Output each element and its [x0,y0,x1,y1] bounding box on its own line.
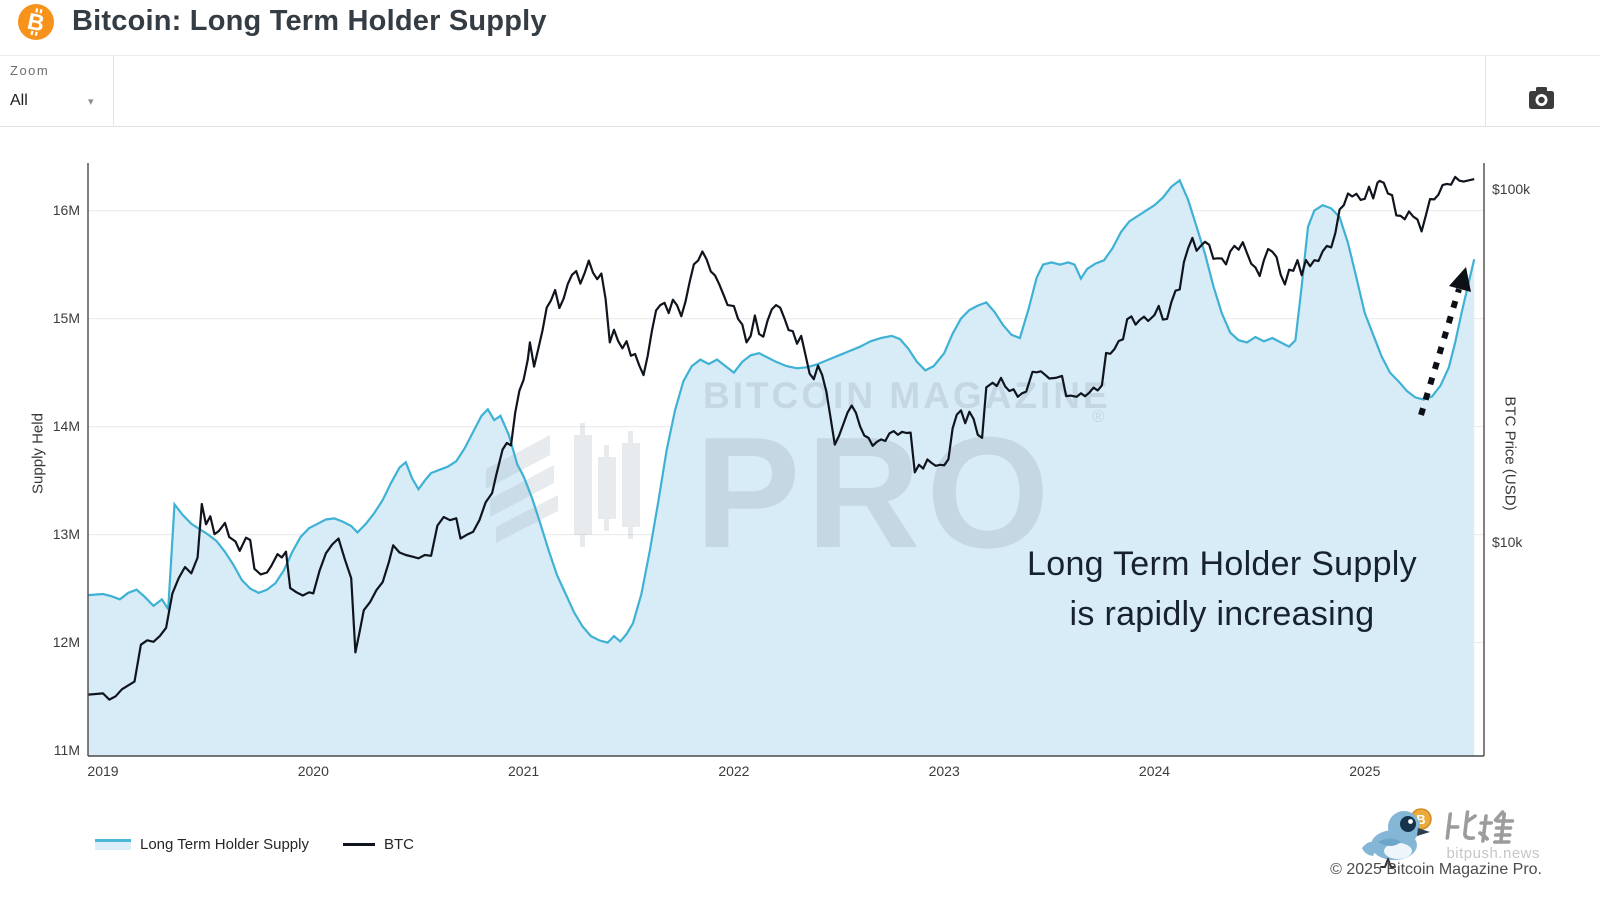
chevron-down-icon: ▾ [88,96,94,108]
chart-canvas: BITCOIN MAGAZINE ® PRO [87,163,1485,757]
btc-series-line [88,175,1475,701]
toolbar-divider-right [1485,56,1486,127]
zoom-label: Zoom [10,63,50,78]
camera-export-button[interactable] [1524,84,1558,114]
svg-text:B: B [1416,812,1425,827]
annotation-line1: Long Term Holder Supply [1027,545,1417,583]
chart-plot-area: BITCOIN MAGAZINE ® PRO 11M 12M 13M 14M 15M 16… [0,127,1600,899]
yl-label: 16M [52,201,80,218]
left-axis-title: Supply Held [29,413,47,494]
legend: Long Term Holder Supply BTC [95,836,414,853]
yl-label: 14M [52,417,80,434]
bitcoin-magazine-logo-icon [486,423,640,547]
annotation-arrow [1418,267,1471,416]
yl-label: 15M [52,309,80,326]
xt-label: 2020 [297,763,329,779]
supply-legend-swatch [95,839,131,850]
copyright-text: © 2025 Bitcoin Magazine Pro. [1330,861,1542,878]
header: B Bitcoin: Long Term Holder Supply [0,0,1600,55]
xt-label: 2021 [508,763,540,779]
bitpush-domain: bitpush.news [1446,845,1540,862]
right-axis-title: BTC Price (USD) [1501,396,1519,511]
bitcoin-icon: B [18,4,54,40]
page-title: Bitcoin: Long Term Holder Supply [72,5,547,37]
watermark-line1: BITCOIN MAGAZINE [703,375,1111,416]
supply-legend-label[interactable]: Long Term Holder Supply [140,836,309,853]
svg-text:B: B [25,8,47,37]
watermark-reg-mark: ® [1092,407,1105,426]
zoom-range-value: All [10,92,28,109]
supply-area-fill [88,180,1475,756]
btc-legend-label[interactable]: BTC [383,836,414,853]
annotation-line2: is rapidly increasing [1069,595,1375,633]
toolbar-divider-left [113,56,114,127]
yl-label: 12M [52,633,80,650]
xt-label: 2025 [1349,763,1381,779]
bitpush-cjk-wordmark [1445,810,1515,844]
yl-label: 11M [53,741,80,758]
yr-label: $10k [1492,534,1523,550]
supply-series-line [88,178,1476,644]
xt-label: 2022 [718,763,750,779]
btc-legend-swatch [342,843,375,846]
chart-annotation: Long Term Holder Supply is rapidly incre… [1000,539,1444,639]
watermark-bitcoin-magazine-pro: BITCOIN MAGAZINE ® PRO [486,375,1111,581]
xt-label: 2019 [87,763,119,779]
zoom-range-dropdown[interactable]: All ▾ [10,90,104,116]
xt-label: 2024 [1138,763,1171,779]
yr-label: $100k [1492,181,1531,197]
yl-label: 13M [52,525,80,542]
bitpush-bird-icon: B [1362,808,1432,868]
xt-label: 2023 [928,763,960,779]
toolbar: Zoom All ▾ [0,55,1600,127]
watermark-line2: PRO [695,405,1055,581]
